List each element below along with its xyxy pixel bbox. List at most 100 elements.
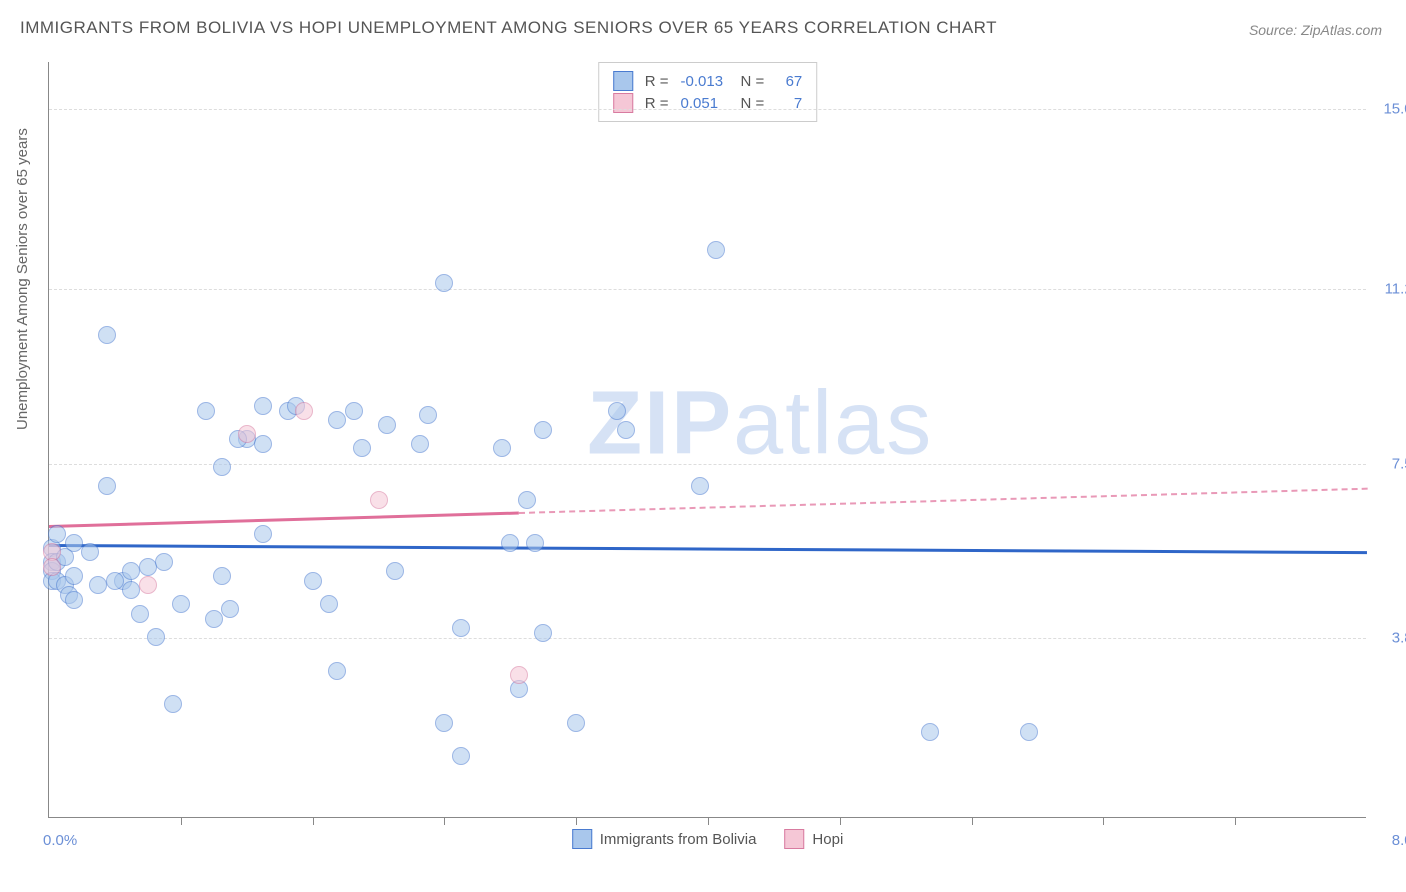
data-point xyxy=(221,600,239,618)
data-point xyxy=(155,553,173,571)
data-point xyxy=(518,491,536,509)
data-point xyxy=(139,558,157,576)
y-axis-label: Unemployment Among Seniors over 65 years xyxy=(14,128,31,430)
watermark-bold: ZIP xyxy=(587,374,733,474)
data-point xyxy=(386,562,404,580)
data-point xyxy=(345,402,363,420)
x-tick xyxy=(708,817,709,825)
data-point xyxy=(510,666,528,684)
data-point xyxy=(353,439,371,457)
x-axis-min-label: 0.0% xyxy=(43,832,77,849)
legend-n-value: 67 xyxy=(776,73,802,90)
legend-stat-row: R = -0.013 N = 67 xyxy=(613,71,803,91)
x-tick xyxy=(840,817,841,825)
y-tick-label: 11.2% xyxy=(1371,280,1406,297)
legend-swatch xyxy=(572,829,592,849)
x-tick xyxy=(972,817,973,825)
data-point xyxy=(89,576,107,594)
legend-series: Immigrants from Bolivia Hopi xyxy=(572,829,844,849)
data-point xyxy=(501,534,519,552)
data-point xyxy=(65,591,83,609)
data-point xyxy=(328,662,346,680)
data-point xyxy=(147,628,165,646)
data-point xyxy=(526,534,544,552)
data-point xyxy=(65,567,83,585)
gridline xyxy=(49,109,1366,110)
x-tick xyxy=(313,817,314,825)
data-point xyxy=(254,525,272,543)
data-point xyxy=(139,576,157,594)
data-point xyxy=(691,477,709,495)
legend-r-label: R = xyxy=(645,73,669,90)
data-point xyxy=(98,326,116,344)
plot-area: ZIPatlas R =-0.013N =67R =0.051N =7 Immi… xyxy=(48,62,1366,818)
data-point xyxy=(435,714,453,732)
data-point xyxy=(48,525,66,543)
data-point xyxy=(254,397,272,415)
data-point xyxy=(617,421,635,439)
data-point xyxy=(493,439,511,457)
data-point xyxy=(43,558,61,576)
legend-series-label: Immigrants from Bolivia xyxy=(600,831,757,848)
x-axis-max-label: 8.0% xyxy=(1392,832,1406,849)
trend-line xyxy=(519,487,1368,513)
trend-line xyxy=(49,544,1367,554)
data-point xyxy=(131,605,149,623)
x-tick xyxy=(1103,817,1104,825)
trend-line xyxy=(49,512,519,528)
data-point xyxy=(81,543,99,561)
data-point xyxy=(435,274,453,292)
data-point xyxy=(164,695,182,713)
watermark-rest: atlas xyxy=(733,374,933,474)
data-point xyxy=(213,458,231,476)
data-point xyxy=(452,619,470,637)
legend-swatch xyxy=(613,71,633,91)
data-point xyxy=(172,595,190,613)
data-point xyxy=(320,595,338,613)
data-point xyxy=(452,747,470,765)
data-point xyxy=(65,534,83,552)
data-point xyxy=(205,610,223,628)
data-point xyxy=(304,572,322,590)
data-point xyxy=(122,562,140,580)
data-point xyxy=(411,435,429,453)
x-tick xyxy=(1235,817,1236,825)
legend-series-item: Immigrants from Bolivia xyxy=(572,829,757,849)
legend-r-value: -0.013 xyxy=(681,73,729,90)
y-tick-label: 15.0% xyxy=(1371,101,1406,118)
gridline xyxy=(49,464,1366,465)
data-point xyxy=(238,425,256,443)
data-point xyxy=(122,581,140,599)
data-point xyxy=(378,416,396,434)
data-point xyxy=(534,421,552,439)
y-tick-label: 7.5% xyxy=(1371,455,1406,472)
data-point xyxy=(370,491,388,509)
data-point xyxy=(419,406,437,424)
data-point xyxy=(567,714,585,732)
legend-series-label: Hopi xyxy=(812,831,843,848)
data-point xyxy=(106,572,124,590)
data-point xyxy=(197,402,215,420)
x-tick xyxy=(576,817,577,825)
x-tick xyxy=(444,817,445,825)
data-point xyxy=(534,624,552,642)
data-point xyxy=(608,402,626,420)
data-point xyxy=(254,435,272,453)
data-point xyxy=(98,477,116,495)
source-attribution: Source: ZipAtlas.com xyxy=(1249,22,1382,38)
x-tick xyxy=(181,817,182,825)
legend-n-label: N = xyxy=(741,73,765,90)
data-point xyxy=(707,241,725,259)
data-point xyxy=(328,411,346,429)
y-tick-label: 3.8% xyxy=(1371,630,1406,647)
gridline xyxy=(49,638,1366,639)
legend-series-item: Hopi xyxy=(784,829,843,849)
gridline xyxy=(49,289,1366,290)
legend-stats: R =-0.013N =67R =0.051N =7 xyxy=(598,62,818,122)
legend-swatch xyxy=(784,829,804,849)
data-point xyxy=(921,723,939,741)
watermark: ZIPatlas xyxy=(587,373,933,476)
data-point xyxy=(295,402,313,420)
data-point xyxy=(1020,723,1038,741)
data-point xyxy=(213,567,231,585)
